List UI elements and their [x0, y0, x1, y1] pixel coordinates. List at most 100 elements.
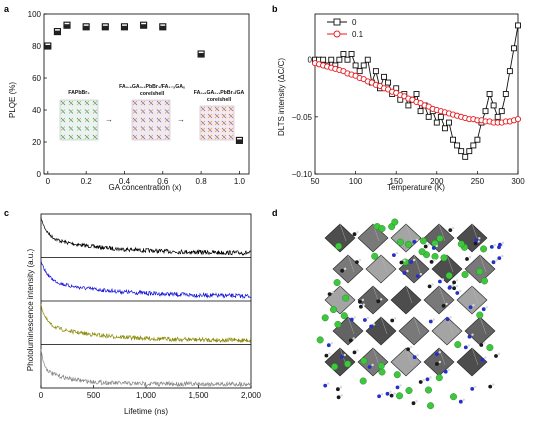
atom-molecule [406, 347, 410, 352]
inset-mark [164, 100, 170, 106]
atom-hydrogen [459, 289, 462, 293]
atom-molecule [418, 380, 423, 384]
atom-hydrogen [403, 259, 406, 262]
atom-molecule [467, 334, 472, 339]
atom-hydrogen [485, 306, 488, 309]
b-xtick-label: 50 [311, 177, 320, 186]
panel-c-xlabel: Lifetime (ns) [124, 407, 168, 416]
panel-a-insets: → → FAPbBr₃ FA₀.₉GA₀.₁PbBr₃/FA₁₋ₓGAₓ cor… [59, 84, 244, 141]
c-xtick-label: 0 [39, 391, 44, 400]
b-point [502, 91, 509, 97]
a-point-fill [54, 30, 61, 35]
b-point [458, 148, 465, 155]
inset-mark [207, 127, 213, 133]
inset-mark [200, 127, 206, 133]
atom-hydrogen [361, 298, 365, 302]
atom-hydrogen [467, 344, 470, 347]
atom-bromine [378, 368, 386, 376]
octahedron [390, 285, 422, 315]
atom-molecule [324, 353, 329, 358]
b-ytick-label: −0.05 [292, 113, 313, 122]
inset-1-label: FAPbBr₃ [68, 90, 90, 96]
atom-bromine [321, 314, 329, 322]
atom-hydrogen [438, 360, 442, 364]
inset-mark [92, 117, 98, 123]
atom-hydrogen [451, 284, 454, 288]
a-xtick-label: 0.8 [196, 177, 208, 186]
octahedron-edge [347, 254, 355, 273]
inset-mark [84, 109, 90, 114]
b-point [494, 113, 501, 120]
octahedron-edge [380, 254, 388, 273]
inset-mark [200, 106, 206, 112]
atom-bromine [476, 311, 484, 319]
inset-mark [148, 134, 154, 140]
atom-molecule [494, 354, 498, 358]
atom-bromine [454, 341, 462, 349]
atom-molecule [412, 355, 417, 360]
a-point-fill [140, 24, 147, 29]
octahedron-edge [413, 254, 421, 273]
panel-b-ylabel: DLTS intensity (ΔC/C) [277, 58, 286, 136]
atom-bromine [418, 248, 426, 256]
atom-molecule [479, 343, 484, 347]
atom-hydrogen [427, 243, 430, 246]
atom-molecule [349, 317, 354, 322]
panel-c-label: c [4, 208, 9, 218]
inset-mark [228, 134, 234, 140]
atom-bromine [419, 237, 427, 245]
inset-mark [156, 100, 162, 106]
inset-mark [214, 127, 220, 133]
atom-hydrogen [330, 342, 333, 345]
atom-molecule [352, 350, 357, 355]
atom-hydrogen [495, 259, 498, 262]
atom-hydrogen [492, 383, 495, 386]
atom-hydrogen [429, 376, 432, 379]
atom-hydrogen [493, 243, 496, 247]
c-decay-trace [40, 216, 252, 256]
atom-molecule [376, 299, 381, 304]
atom-bromine [340, 312, 348, 320]
atom-bromine [371, 252, 379, 260]
b-point [413, 91, 420, 97]
legend-label-1: 0.1 [352, 30, 364, 39]
octahedron [332, 254, 364, 284]
inset-mark [60, 134, 66, 140]
atom-hydrogen [483, 341, 486, 345]
inset-mark [68, 109, 74, 114]
inset-mark [164, 126, 170, 131]
inset-mark [140, 134, 146, 140]
octahedron-edge [372, 347, 380, 366]
octahedron [398, 316, 430, 346]
b-point [441, 125, 448, 132]
atom-hydrogen [340, 394, 343, 397]
b-point [433, 119, 440, 126]
atom-bromine [450, 393, 458, 401]
octahedron-edge [479, 316, 487, 335]
octahedron [324, 223, 356, 253]
inset-mark [140, 100, 146, 106]
atom-molecule [395, 385, 400, 390]
inset-mark [84, 100, 90, 106]
octahedron-edge [446, 254, 454, 273]
atom-molecule [497, 256, 502, 260]
atom-hydrogen [389, 390, 392, 393]
atom-molecule [369, 324, 373, 329]
inset-mark [214, 113, 220, 119]
atom-hydrogen [399, 384, 402, 387]
atom-hydrogen [331, 290, 334, 294]
a-xtick-label: 1.0 [234, 177, 246, 186]
atom-hydrogen [352, 337, 355, 340]
octahedron [456, 347, 488, 377]
atom-molecule [434, 352, 439, 357]
panel-a-points [44, 21, 243, 144]
panel-c: c Photoluminescence intensity (a.u.) Lif… [4, 208, 262, 416]
b-point [381, 73, 387, 80]
inset-mark [140, 117, 146, 123]
atom-bromine [486, 344, 494, 352]
panel-a-xlabel: GA concentration (x) [109, 183, 182, 192]
atom-molecule [327, 292, 332, 296]
atom-hydrogen [366, 316, 370, 320]
inset-mark [221, 127, 227, 133]
b-point [385, 79, 392, 86]
